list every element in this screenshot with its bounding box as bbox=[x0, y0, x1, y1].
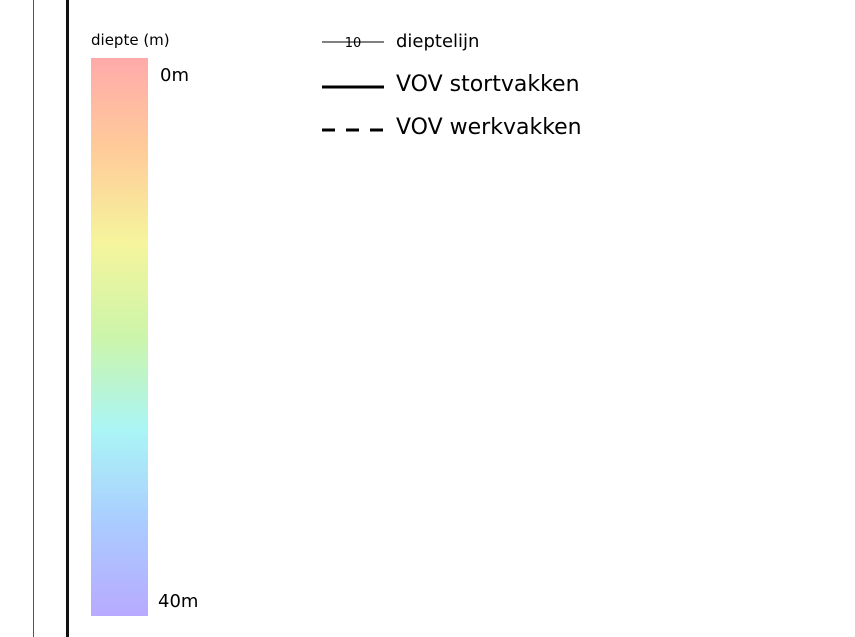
depth-scale-top-label: 0m bbox=[160, 65, 189, 86]
dashed-line-symbol bbox=[322, 128, 384, 132]
depth-scale-title: diepte (m) bbox=[91, 31, 170, 49]
map-frame-border-outer bbox=[33, 0, 34, 637]
map-frame-border-inner bbox=[66, 0, 69, 637]
depth-scale-bottom-label: 40m bbox=[158, 591, 199, 612]
contour-symbol-value: 10 bbox=[345, 36, 362, 51]
contour-line-symbol: 10 bbox=[322, 36, 384, 51]
depth-color-scale bbox=[91, 58, 148, 616]
legend-label-contour: dieptelijn bbox=[396, 31, 480, 52]
legend-label-solid: VOV stortvakken bbox=[396, 72, 580, 97]
legend-label-dashed: VOV werkvakken bbox=[396, 115, 582, 140]
solid-line-symbol bbox=[322, 85, 384, 89]
